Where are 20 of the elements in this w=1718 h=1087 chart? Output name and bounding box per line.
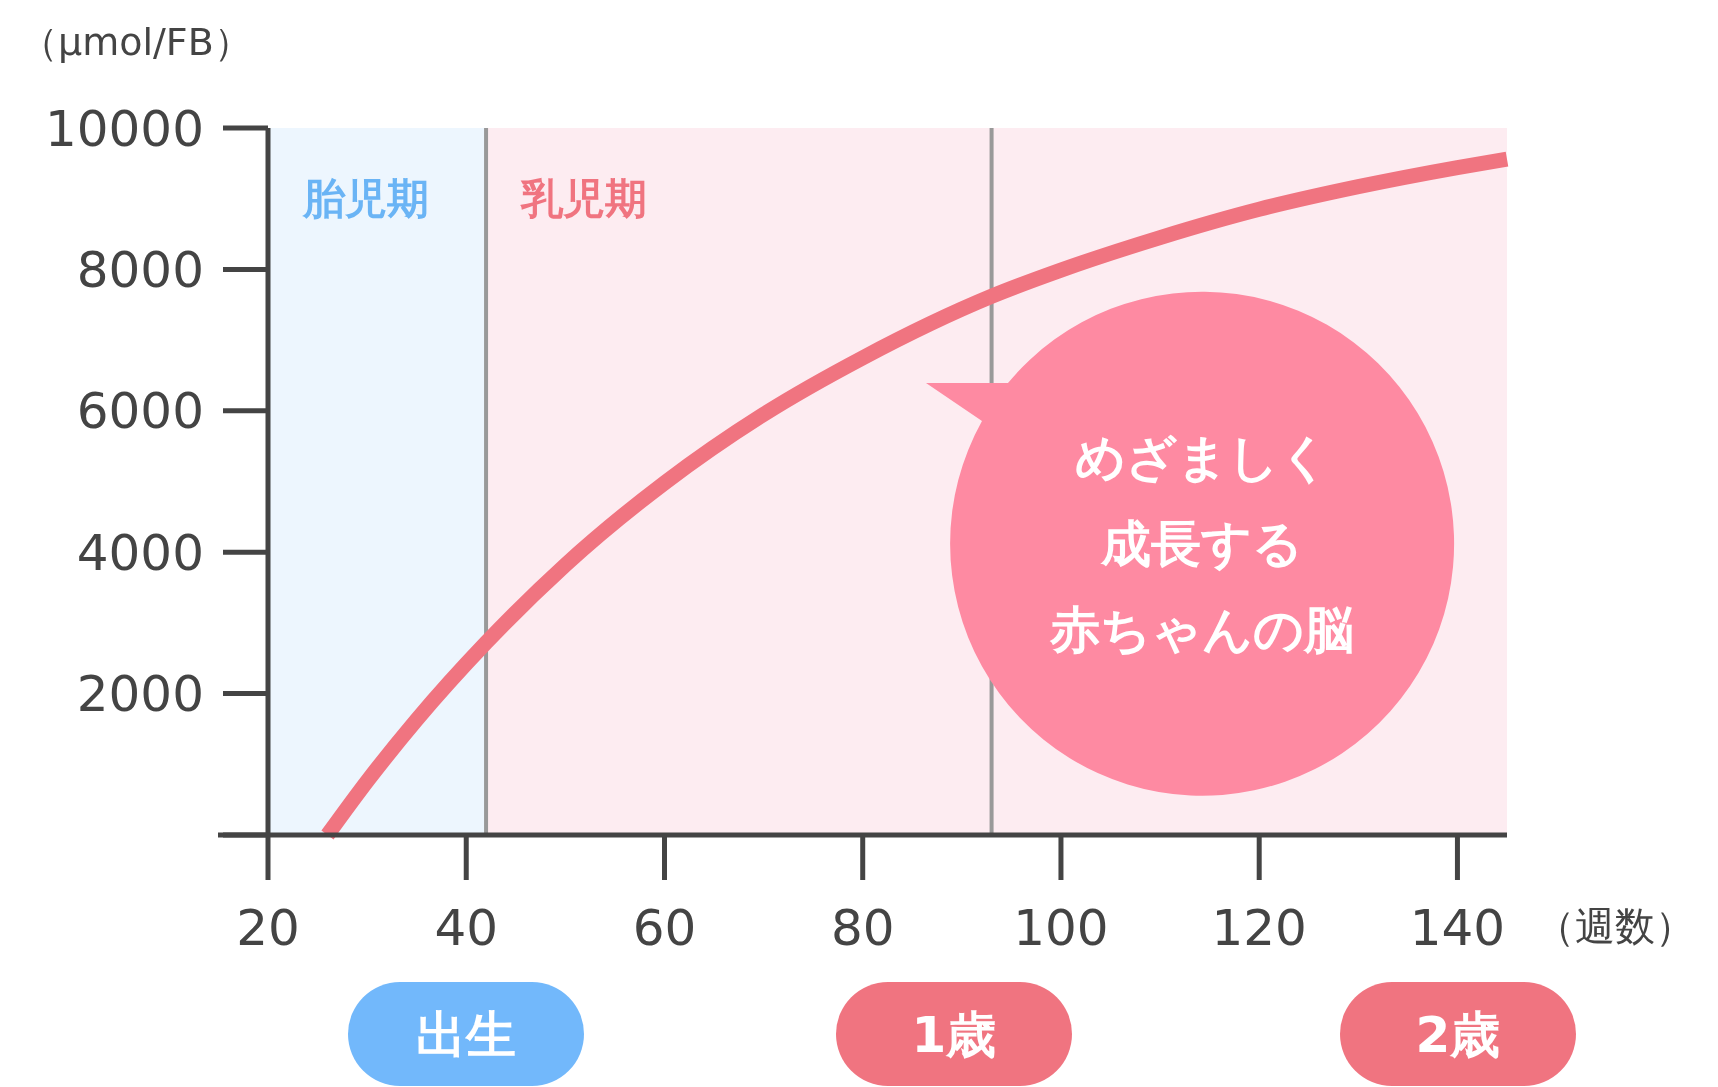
annotation: めざましく成長する赤ちゃんの脳 <box>1049 429 1354 659</box>
y-axis-title: （µmol/FB） <box>20 20 252 64</box>
text: 1歳 <box>911 1006 997 1064</box>
x-tick-label: 60 <box>632 899 697 957</box>
x-tick-label: 20 <box>236 899 300 957</box>
x-tick-label: 100 <box>1013 899 1109 957</box>
x-tick-label: 40 <box>434 899 499 957</box>
x-tick-label: 120 <box>1211 899 1307 957</box>
x-tick-label: 140 <box>1409 899 1506 957</box>
y-tick-label: 10000 <box>44 99 204 158</box>
text: 出生 <box>416 1006 516 1064</box>
y-tick-label: 8000 <box>76 240 204 299</box>
text: 2歳 <box>1415 1006 1501 1064</box>
band-label: 胎児期 <box>302 174 429 223</box>
y-tick-label: 4000 <box>76 523 204 582</box>
y-tick-label: 6000 <box>76 382 204 441</box>
x-tick-label: 80 <box>830 899 895 957</box>
y-tick-label: 2000 <box>76 665 204 724</box>
x-axis-title: （週数） <box>1535 903 1695 949</box>
band-label: 乳児期 <box>520 174 648 223</box>
